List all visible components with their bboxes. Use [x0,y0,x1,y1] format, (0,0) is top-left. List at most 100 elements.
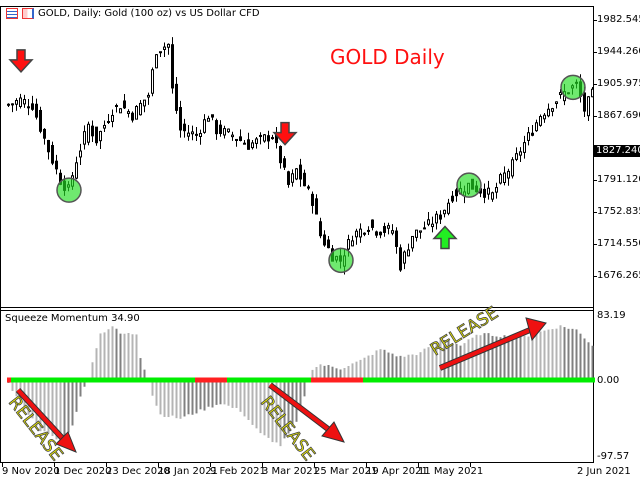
candle[interactable] [191,125,194,141]
candle[interactable] [547,103,550,118]
candle[interactable] [395,227,398,254]
candle[interactable] [435,211,438,230]
candle[interactable] [267,130,270,149]
candle[interactable] [175,76,178,114]
candle[interactable] [83,125,86,150]
candle[interactable] [535,119,538,132]
candle[interactable] [167,43,170,55]
candle[interactable] [199,129,202,145]
candle[interactable] [259,132,262,145]
candle[interactable] [303,169,306,187]
candle[interactable] [323,230,326,247]
candle[interactable] [163,42,166,58]
candle[interactable] [111,109,114,128]
candle[interactable] [591,87,594,98]
candle[interactable] [119,108,122,114]
candle[interactable] [447,198,450,216]
chart-settings-icon[interactable] [22,7,34,19]
candle[interactable] [491,191,494,202]
candle[interactable] [295,168,298,181]
candle[interactable] [411,235,414,252]
candle[interactable] [235,138,238,147]
candle[interactable] [487,180,490,200]
candle[interactable] [363,232,366,237]
candle[interactable] [555,101,558,109]
candle[interactable] [451,191,454,204]
candle[interactable] [367,226,370,236]
candle[interactable] [279,145,282,169]
candle[interactable] [307,184,310,191]
candle[interactable] [315,194,318,215]
candle[interactable] [123,93,126,110]
candle[interactable] [311,191,314,214]
candle[interactable] [559,89,562,99]
candle[interactable] [495,182,498,199]
candle[interactable] [403,250,406,270]
candle[interactable] [159,51,162,58]
candle[interactable] [399,244,402,272]
candle[interactable] [75,156,78,180]
candle[interactable] [183,118,186,138]
candle[interactable] [511,157,514,179]
candle[interactable] [531,124,534,137]
candle[interactable] [195,126,198,141]
candle[interactable] [387,222,390,235]
candle[interactable] [19,93,22,109]
candle[interactable] [147,92,150,105]
candle[interactable] [231,131,234,141]
candle[interactable] [43,128,46,145]
candle[interactable] [51,141,54,166]
candle[interactable] [255,137,258,149]
candle[interactable] [523,135,526,159]
candle[interactable] [391,224,394,236]
candle[interactable] [35,98,38,120]
candlesticks[interactable] [7,37,594,275]
candle[interactable] [543,112,546,123]
candle[interactable] [275,126,278,149]
candle[interactable] [423,221,426,230]
candle[interactable] [515,147,518,162]
candle[interactable] [7,103,10,108]
candle[interactable] [11,103,14,113]
candle[interactable] [203,114,206,134]
candle[interactable] [227,128,230,134]
candle[interactable] [91,120,94,142]
candle[interactable] [23,94,26,108]
candle[interactable] [79,143,82,166]
candle[interactable] [127,109,130,118]
candle[interactable] [291,169,294,187]
candle[interactable] [507,168,510,186]
candle[interactable] [327,235,330,249]
candle[interactable] [15,98,18,111]
candle[interactable] [551,107,554,117]
candle[interactable] [207,115,210,122]
candle[interactable] [103,120,106,133]
candle[interactable] [155,53,158,69]
candle[interactable] [503,166,506,186]
candle[interactable] [271,134,274,140]
candle[interactable] [483,183,486,204]
candle[interactable] [443,209,446,218]
candle[interactable] [407,243,410,257]
candle[interactable] [99,130,102,149]
candle[interactable] [427,212,430,227]
candle[interactable] [47,139,50,160]
candle[interactable] [187,125,190,141]
candle[interactable] [151,67,154,97]
candle[interactable] [527,126,530,146]
candle[interactable] [439,210,442,225]
candle[interactable] [139,100,142,116]
candle[interactable] [499,172,502,185]
candle[interactable] [31,95,34,111]
candle[interactable] [587,95,590,122]
candle[interactable] [351,235,354,247]
candle[interactable] [415,229,418,242]
candle[interactable] [39,106,42,134]
candle[interactable] [219,120,222,137]
candle[interactable] [247,132,250,150]
candle[interactable] [455,187,458,202]
candle[interactable] [239,129,242,142]
candle[interactable] [379,231,382,239]
candle[interactable] [251,140,254,150]
chart-list-icon[interactable] [6,7,18,19]
